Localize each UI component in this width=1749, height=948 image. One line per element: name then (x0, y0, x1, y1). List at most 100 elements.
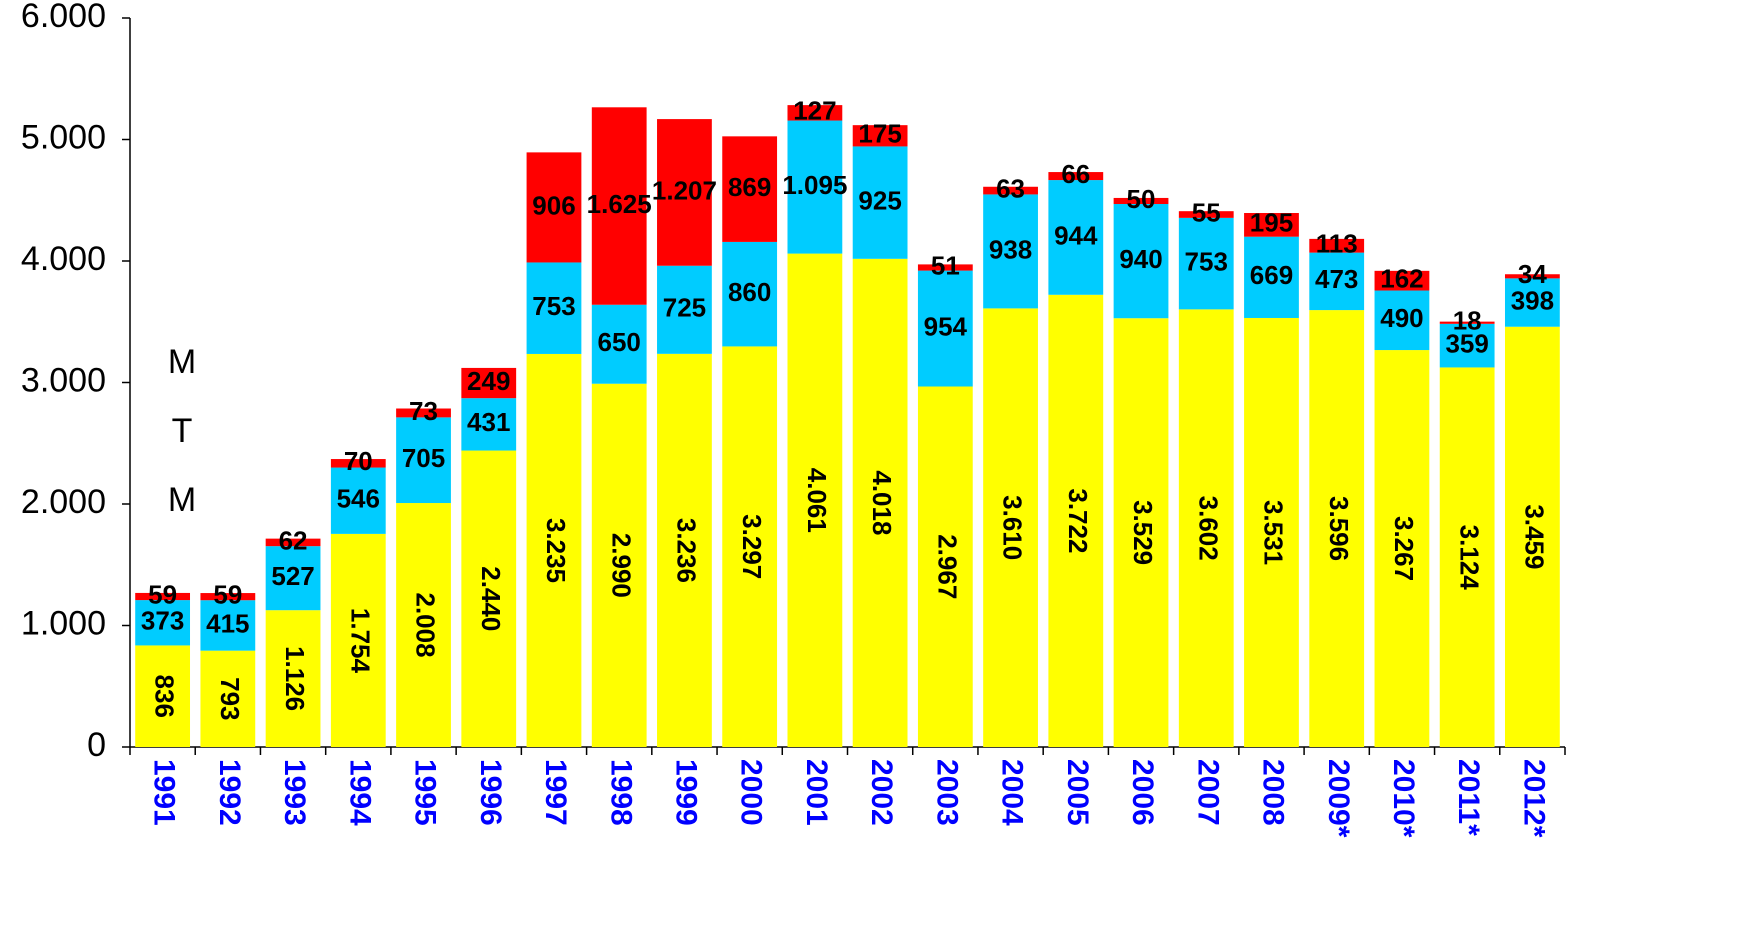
data-label: 860 (728, 277, 771, 307)
data-label: 938 (989, 234, 1032, 264)
bar-segment (396, 417, 451, 504)
data-label: 59 (213, 580, 242, 610)
data-label: 3.124 (1454, 525, 1484, 591)
bar-segment (1178, 217, 1234, 310)
data-label: 650 (598, 327, 641, 357)
data-label: 954 (924, 311, 968, 341)
data-label: 1.207 (652, 175, 717, 205)
bar-segment (526, 152, 582, 263)
bar-segment (1374, 290, 1430, 351)
data-label: 195 (1250, 208, 1293, 238)
data-label: 1.095 (782, 170, 847, 200)
data-label: 127 (793, 96, 836, 126)
bar-segment (135, 600, 191, 646)
data-label: 373 (141, 606, 184, 636)
x-tick-label: 2008 (1257, 759, 1290, 826)
data-label: 3.459 (1520, 504, 1550, 569)
y-tick-label: 6.000 (21, 0, 106, 35)
bar-segment (983, 308, 1038, 747)
data-label: 527 (271, 561, 314, 591)
bar-segment (852, 258, 908, 747)
data-label: 2.008 (411, 592, 441, 657)
data-label: 1.754 (345, 608, 375, 674)
x-tick-label: 1998 (604, 759, 637, 826)
data-label: 4.061 (802, 468, 832, 533)
data-label: 3.602 (1193, 496, 1223, 561)
bar-segment (135, 592, 191, 601)
x-tick-label: 2010* (1387, 759, 1420, 838)
bar-segment (396, 408, 451, 418)
x-tick-label: 1997 (539, 759, 572, 826)
bar-segment (1374, 270, 1430, 291)
data-label: 546 (337, 484, 380, 514)
y-tick-label: 5.000 (21, 118, 106, 156)
bar-segment (265, 610, 321, 747)
bar-segment (1439, 321, 1495, 324)
bar-segment (461, 398, 517, 451)
data-label: 359 (1445, 328, 1488, 358)
bar-segment (1178, 309, 1234, 747)
bar-segment (787, 105, 843, 121)
bar-segment (1439, 323, 1495, 368)
bar-segment (1439, 367, 1495, 747)
data-label: 753 (532, 291, 575, 321)
data-label: 3.610 (998, 495, 1028, 560)
data-label: 3.297 (737, 514, 767, 579)
bar-segment (526, 262, 582, 354)
data-label: 490 (1380, 303, 1423, 333)
x-tick-label: 2000 (735, 759, 768, 826)
data-label: 793 (215, 677, 245, 720)
data-label: 3.236 (672, 518, 702, 583)
data-label: 34 (1518, 259, 1547, 289)
data-label: 431 (467, 407, 510, 437)
x-tick-label: 1993 (278, 759, 311, 826)
bar-segment (787, 253, 843, 747)
bar-segment (722, 241, 778, 347)
x-tick-label: 1994 (343, 759, 376, 826)
data-label: 162 (1380, 264, 1423, 294)
bar-segment (200, 593, 256, 601)
bar-segment (1113, 197, 1169, 205)
x-tick-label: 2006 (1126, 759, 1159, 826)
y-tick-label: 2.000 (21, 483, 106, 521)
x-tick-label: 2002 (865, 759, 898, 826)
x-tick-label: 2001 (800, 759, 833, 826)
bar-segment (591, 107, 647, 305)
bar-segment (917, 270, 973, 387)
data-label: 869 (728, 172, 771, 202)
bar-segment (917, 386, 973, 747)
x-tick-label: 2007 (1191, 759, 1224, 826)
bar-segment (1113, 318, 1169, 747)
data-label: 4.018 (867, 470, 897, 535)
bar-segment (396, 503, 451, 747)
data-label: 63 (996, 173, 1025, 203)
data-label: 944 (1054, 220, 1098, 250)
bar-segment (1504, 274, 1560, 279)
data-label: 2.967 (932, 534, 962, 599)
bar-segment (787, 120, 843, 254)
bar-segment (461, 367, 517, 399)
x-tick-label: 2009* (1322, 759, 1355, 838)
bar-segment (1309, 310, 1365, 747)
bar-segment (722, 346, 778, 747)
bar-segment (657, 119, 712, 266)
bar-segment (591, 304, 647, 384)
y-tick-label: 3.000 (21, 361, 106, 399)
data-label: 3.267 (1389, 516, 1419, 581)
data-label: 669 (1250, 260, 1293, 290)
data-label: 3.235 (541, 518, 571, 583)
bar-segment (265, 546, 321, 611)
y-axis-label: M (168, 343, 196, 381)
x-tick-label: 1999 (670, 759, 703, 826)
data-label: 1.126 (280, 646, 310, 711)
x-tick-label: 2011* (1452, 759, 1485, 836)
data-label: 55 (1192, 197, 1221, 227)
bar-segment (852, 146, 908, 259)
bar-segment (852, 125, 908, 147)
bar-segment (657, 353, 712, 747)
data-label: 73 (409, 396, 438, 426)
bar-segment (330, 467, 386, 534)
bar-segment (330, 459, 386, 468)
data-label: 3.529 (1128, 500, 1158, 565)
